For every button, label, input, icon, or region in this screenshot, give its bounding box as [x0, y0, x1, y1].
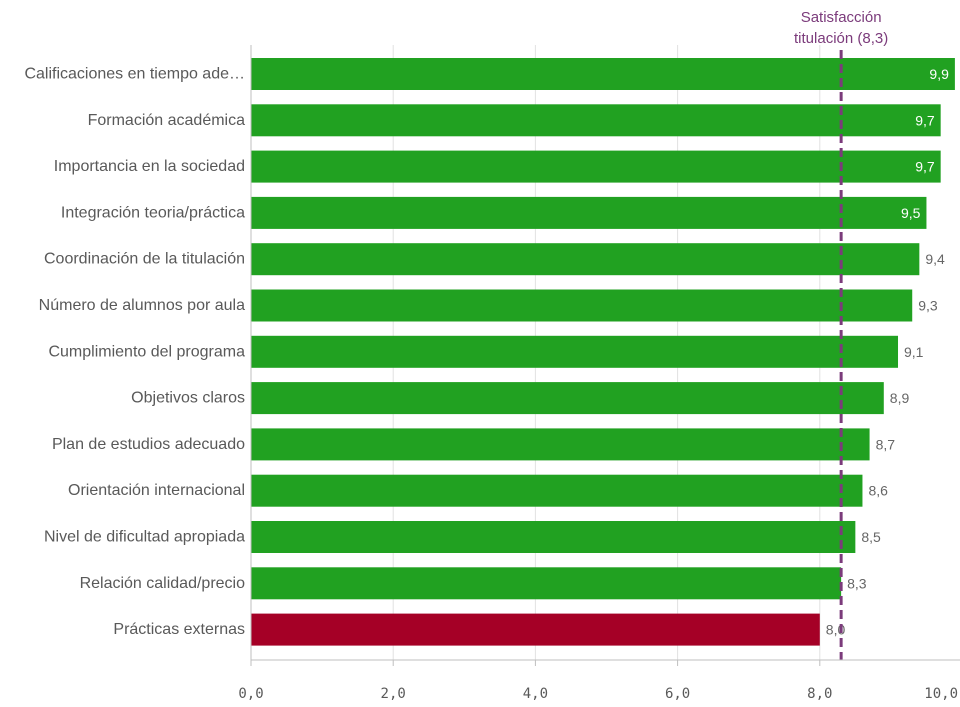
category-labels: Calificaciones en tiempo ade… Formación a… — [24, 66, 245, 639]
category-label: Orientación internacional — [68, 482, 245, 499]
bar — [251, 428, 870, 460]
value-label: 8,7 — [876, 436, 896, 452]
x-tick-label: 10,0 — [924, 686, 958, 702]
bar — [251, 614, 820, 646]
value-label: 9,7 — [915, 159, 935, 175]
category-label: Número de alumnos por aula — [39, 297, 245, 314]
value-label: 9,1 — [904, 344, 924, 360]
bar — [251, 336, 898, 368]
bar — [251, 290, 912, 322]
category-label: Cumplimiento del programa — [48, 343, 245, 360]
category-label: Nivel de dificultad apropiada — [44, 529, 245, 546]
category-label: Importancia en la sociedad — [54, 158, 245, 175]
x-axis: 0,0 2,0 4,0 6,0 8,0 10,0 — [238, 45, 960, 702]
x-tick-label: 8,0 — [807, 686, 832, 702]
bar — [251, 382, 884, 414]
bar — [251, 58, 955, 90]
value-label: 8,3 — [847, 575, 867, 591]
category-label: Plan de estudios adecuado — [52, 436, 245, 453]
category-label: Formación académica — [88, 112, 246, 129]
value-label: 8,6 — [868, 483, 888, 499]
category-label: Integración teoria/práctica — [61, 204, 245, 221]
bar — [251, 104, 941, 136]
x-tick-label: 4,0 — [523, 686, 548, 702]
bars — [251, 58, 955, 646]
category-label: Calificaciones en tiempo ade… — [24, 66, 245, 83]
x-tick-label: 6,0 — [665, 686, 690, 702]
value-label: 8,5 — [861, 529, 881, 545]
bar — [251, 567, 841, 599]
reference-label-line1: Satisfacción — [801, 9, 882, 26]
value-label: 9,4 — [925, 251, 945, 267]
x-tick-label: 2,0 — [381, 686, 406, 702]
category-label: Prácticas externas — [113, 621, 245, 638]
category-label: Relación calidad/precio — [80, 575, 246, 592]
bar — [251, 521, 855, 553]
value-label: 9,9 — [929, 66, 949, 82]
value-label: 9,7 — [915, 112, 935, 128]
category-label: Coordinación de la titulación — [44, 251, 245, 268]
reference-label-line2: titulación (8,3) — [794, 30, 888, 47]
value-label: 8,9 — [890, 390, 910, 406]
bar — [251, 243, 919, 275]
bar — [251, 197, 926, 229]
value-label: 9,5 — [901, 205, 921, 221]
value-label: 9,3 — [918, 298, 938, 314]
x-tick-label: 0,0 — [238, 686, 263, 702]
bar — [251, 475, 862, 507]
bar — [251, 151, 941, 183]
category-label: Objetivos claros — [131, 390, 245, 407]
